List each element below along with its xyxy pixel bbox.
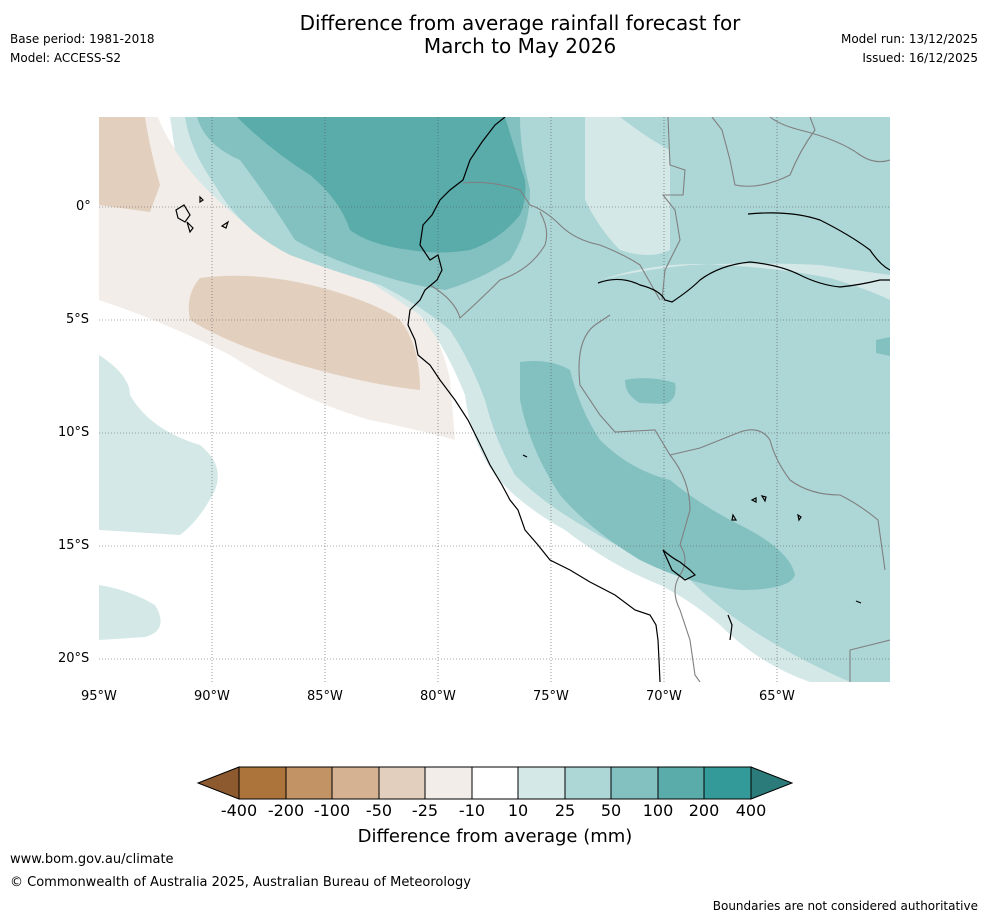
wet-region-50-100-east-small xyxy=(876,337,890,356)
wet-region-50-100-south xyxy=(520,361,795,590)
colorbar-segment xyxy=(610,766,659,800)
colorbar-segment xyxy=(517,766,566,800)
colorbar-tick: 100 xyxy=(642,801,674,820)
colorbar-tick: -50 xyxy=(365,801,393,820)
copyright-text: © Commonwealth of Australia 2025, Austra… xyxy=(10,875,471,890)
lon-label-65w: 65°W xyxy=(759,689,795,704)
lat-label-20s: 20°S xyxy=(58,651,90,666)
dry-region-northwest-inner xyxy=(99,117,160,212)
colorbar-tick: -25 xyxy=(411,801,439,820)
colorbar-segment xyxy=(331,766,380,800)
lon-label-90w: 90°W xyxy=(194,689,230,704)
lat-label-10s: 10°S xyxy=(58,425,90,440)
wet-region-25-50-gap xyxy=(585,117,670,255)
colorbar-segment xyxy=(285,766,333,800)
country-boundaries xyxy=(429,117,890,682)
colorbar-tick: -400 xyxy=(220,801,258,820)
colorbar-tick: 400 xyxy=(735,801,767,820)
colorbar-tick: -100 xyxy=(313,801,351,820)
colorbar-segment xyxy=(238,766,287,800)
disclaimer-text: Boundaries are not considered authoritat… xyxy=(712,899,978,913)
title-line-2: March to May 2026 xyxy=(423,34,617,58)
wet-region-100-200 xyxy=(237,117,526,253)
model-run-text: Model run: 13/12/2025 xyxy=(840,32,978,46)
lat-label-15s: 15°S xyxy=(58,538,90,553)
colorbar-segment xyxy=(424,766,473,800)
colorbar-tick: -10 xyxy=(458,801,486,820)
lon-label-85w: 85°W xyxy=(307,689,343,704)
base-period-text: Base period: 1981-2018 xyxy=(10,32,155,46)
colorbar-tick: 25 xyxy=(554,801,576,820)
wet-region-east-light xyxy=(600,263,890,300)
colorbar-extend-low xyxy=(196,766,240,800)
dry-region-offshore-inner xyxy=(188,275,420,390)
colorbar-tick: 50 xyxy=(600,801,622,820)
lat-label-0: 0° xyxy=(76,199,91,214)
wet-region-southwest-offshore xyxy=(99,585,161,640)
lon-label-80w: 80°W xyxy=(420,689,456,704)
model-text: Model: ACCESS-S2 xyxy=(10,51,122,65)
lon-label-70w: 70°W xyxy=(646,689,682,704)
colorbar-title: Difference from average (mm) xyxy=(357,826,633,847)
lat-label-5s: 5°S xyxy=(66,312,90,327)
wet-region-west-offshore xyxy=(99,355,218,535)
issued-text: Issued: 16/12/2025 xyxy=(862,51,978,65)
colorbar-segment xyxy=(564,766,612,800)
lon-label-95w: 95°W xyxy=(81,689,117,704)
colorbar-segment xyxy=(703,766,752,800)
lon-label-75w: 75°W xyxy=(533,689,569,704)
title-line-1: Difference from average rainfall forecas… xyxy=(299,11,741,35)
coastline xyxy=(175,117,890,682)
colorbar-tick: -200 xyxy=(267,801,305,820)
colorbar-extend-high xyxy=(750,766,794,800)
colorbar-segment xyxy=(657,766,705,800)
colorbar-tick: 10 xyxy=(507,801,529,820)
map-layers xyxy=(99,117,890,682)
graticule xyxy=(99,117,890,682)
colorbar-tick: 200 xyxy=(688,801,720,820)
page-title: Difference from average rainfall forecas… xyxy=(0,12,988,58)
colorbar-segment xyxy=(471,766,519,800)
website-text: www.bom.gov.au/climate xyxy=(10,852,174,867)
wet-region-50-100-east xyxy=(625,378,676,404)
colorbar-segment xyxy=(378,766,426,800)
